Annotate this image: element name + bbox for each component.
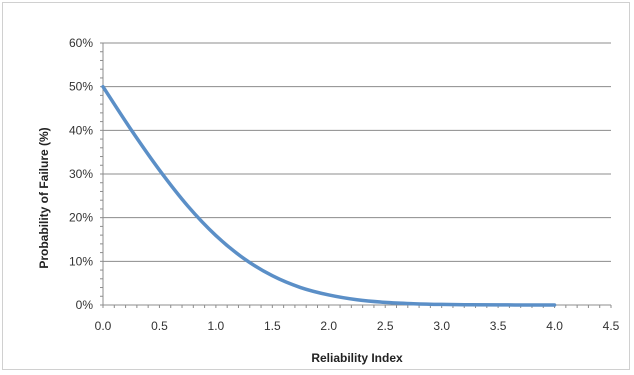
x-tick-label: 0.0 <box>95 319 112 333</box>
y-tick-label: 30% <box>69 167 93 181</box>
y-tick-label: 0% <box>76 298 94 312</box>
y-tick-labels: 0% 10% 20% 30% 40% 50% 60% <box>69 36 93 312</box>
x-tick-label: 0.5 <box>151 319 168 333</box>
x-tick-label: 2.5 <box>377 319 394 333</box>
y-axis-title: Probability of Failure (%) <box>37 127 51 268</box>
series-line <box>101 84 557 307</box>
x-tick-label: 2.0 <box>320 319 337 333</box>
y-tick-label: 40% <box>69 123 93 137</box>
x-tick-label: 3.5 <box>490 319 507 333</box>
x-axis-title: Reliability Index <box>311 351 403 365</box>
x-tick-label: 1.0 <box>208 319 225 333</box>
axes <box>100 42 612 308</box>
y-tick-label: 20% <box>69 211 93 225</box>
x-tick-label: 4.5 <box>603 319 620 333</box>
x-tick-label: 3.0 <box>433 319 450 333</box>
grid-lines <box>103 42 611 262</box>
x-tick-label: 4.0 <box>546 319 563 333</box>
y-tick-label: 50% <box>69 80 93 94</box>
series-group <box>101 84 557 307</box>
chart-frame <box>2 2 630 370</box>
x-tick-labels: 0.0 0.5 1.0 1.5 2.0 2.5 3.0 3.5 4.0 4.5 <box>95 319 620 333</box>
y-tick-label: 60% <box>69 36 93 50</box>
y-tick-label: 10% <box>69 254 93 268</box>
x-tick-label: 1.5 <box>264 319 281 333</box>
